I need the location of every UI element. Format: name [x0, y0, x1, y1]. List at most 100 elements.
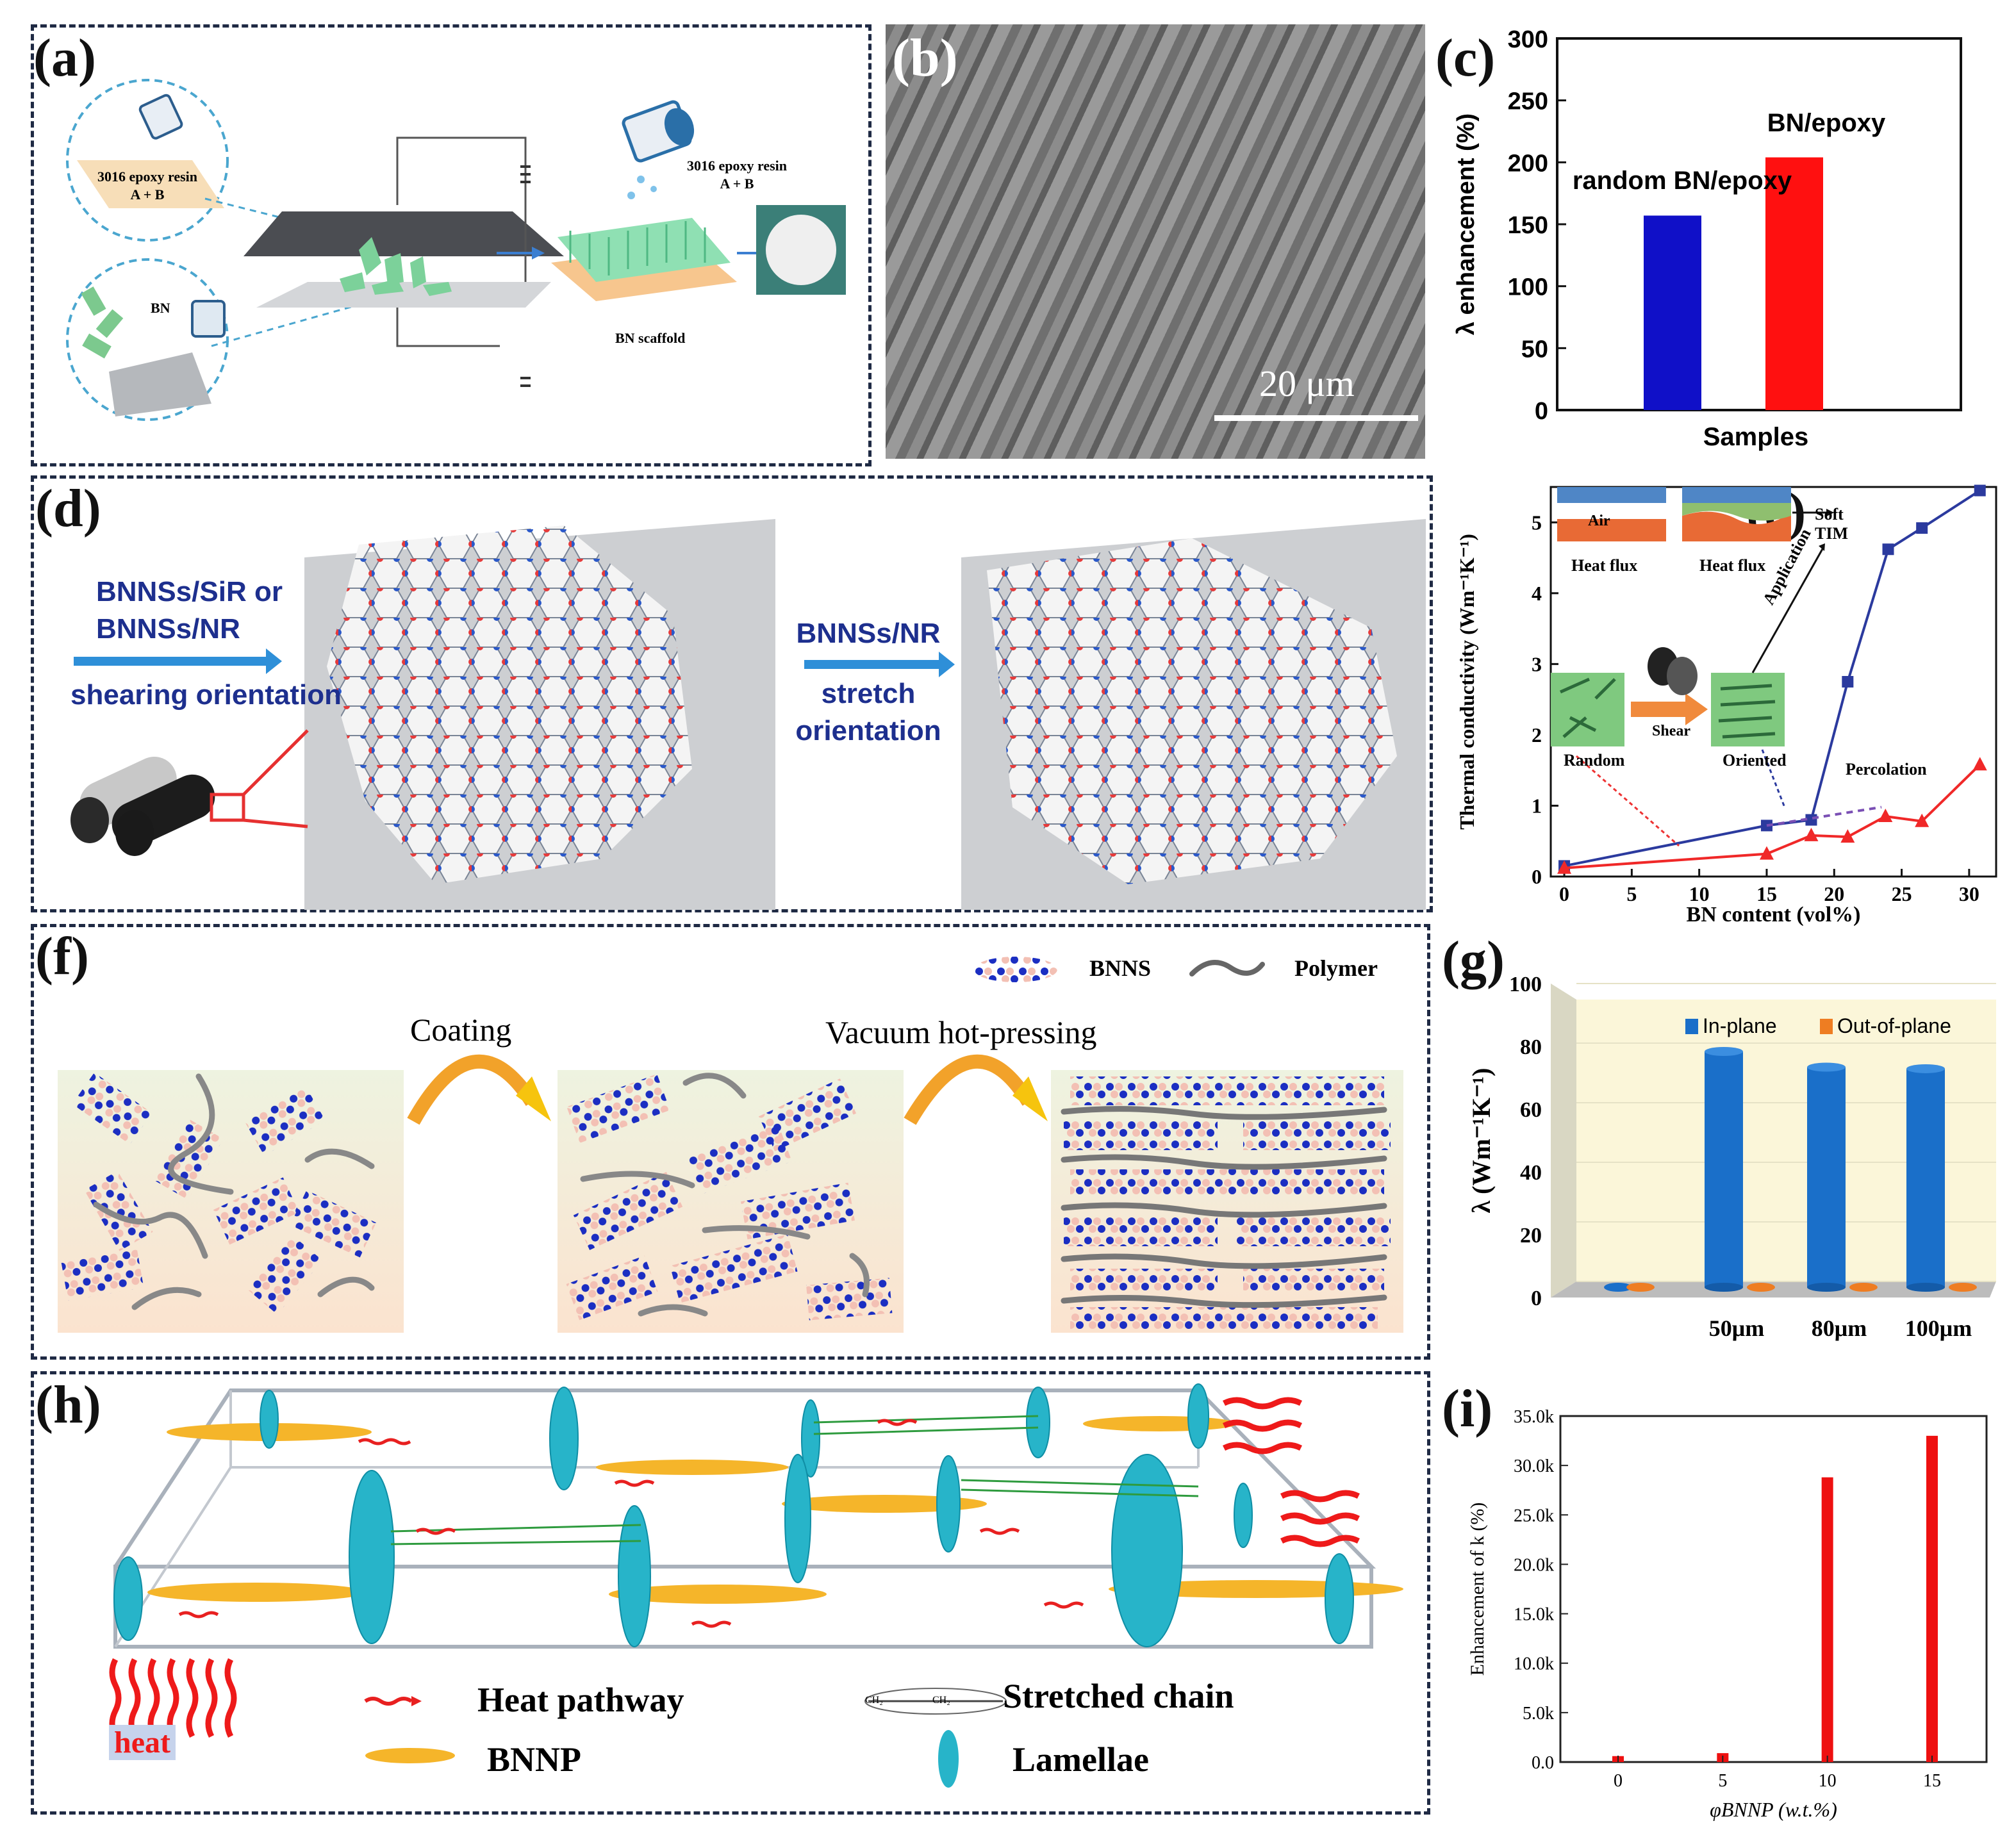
- x-tick-label: 30: [1959, 882, 1979, 905]
- legend-swatch-out-of-plane: [1820, 1019, 1833, 1034]
- bar-2: [1765, 157, 1823, 410]
- step2-line2: stretch: [821, 678, 916, 709]
- y-axis-label: λ enhancement (%): [1453, 113, 1480, 335]
- panel-d-step1-text: BNNSs/SiR or BNNSs/NR: [70, 573, 283, 648]
- panel-b-sem-image: [886, 24, 1425, 459]
- y-axis-label: Thermal conductivity (Wm⁻¹K⁻¹): [1455, 534, 1478, 830]
- panel-e-inset-shear: Shear: [1652, 723, 1690, 739]
- y-tick-label: 0: [1535, 398, 1548, 425]
- x-tick-label: 50μm: [1709, 1315, 1764, 1341]
- y-tick-label: 100: [1509, 973, 1542, 996]
- y-axis-label: λ (Wm⁻¹K⁻¹): [1467, 1068, 1496, 1214]
- x-tick-label: 10: [1689, 882, 1710, 905]
- step2-line1: BNNSs/NR: [796, 618, 941, 649]
- bar-in-plane-base: [1705, 1283, 1743, 1292]
- bar-in-plane-top: [1906, 1064, 1945, 1073]
- y-tick-label: 300: [1508, 26, 1548, 53]
- bar-in-plane: [1705, 1051, 1743, 1287]
- bar-in-plane: [1604, 1283, 1632, 1292]
- resin-label-2-line2: A + B: [720, 176, 754, 192]
- y-tick-label: 35.0k: [1514, 1407, 1554, 1427]
- point-oriented: [1842, 676, 1854, 688]
- y-tick-label: 20: [1520, 1224, 1542, 1248]
- panel-h-frame: [31, 1371, 1430, 1815]
- bar-in-plane: [1807, 1067, 1846, 1287]
- panel-e-inset-heat-flux-2: Heat flux: [1699, 556, 1766, 575]
- y-tick-label: 15.0k: [1514, 1605, 1554, 1625]
- y-tick-label: 60: [1520, 1098, 1542, 1122]
- soft-tim-line2: TIM: [1815, 524, 1848, 543]
- bar-in-plane-base: [1906, 1283, 1945, 1292]
- panel-i-chart: 0.0 5.0k 10.0k 15.0k 20.0k 25.0k 30.0k 35.0k 0 5 1…: [1467, 1407, 1988, 1821]
- x-tick-label: 0: [1614, 1771, 1623, 1791]
- point-random: [1840, 829, 1855, 843]
- y-tick-label: 100: [1508, 274, 1548, 301]
- panel-d-label: (d): [35, 479, 101, 538]
- legend-label-in-plane: In-plane: [1703, 1014, 1777, 1037]
- y-tick-label: 2: [1532, 723, 1542, 746]
- panel-g-label: (g): [1442, 930, 1505, 990]
- y-tick-label: 25.0k: [1514, 1506, 1554, 1526]
- panel-e-inset-oriented: Oriented: [1723, 751, 1787, 770]
- y-axis-label: Enhancement of k (%): [1467, 1503, 1488, 1676]
- panel-h-schematic: [109, 1383, 1403, 1788]
- bar-in-plane-base: [1807, 1283, 1846, 1292]
- point-random: [1972, 757, 1987, 771]
- panel-h-heat-label: heat: [109, 1725, 176, 1760]
- legend-label-out-of-plane: Out-of-plane: [1837, 1014, 1951, 1037]
- bar-out-of-plane: [1747, 1283, 1775, 1292]
- panel-a-resin-label-2: 3016 epoxy resin A + B: [666, 157, 807, 193]
- bar: [1926, 1435, 1938, 1762]
- panel-d-step2-text: BNNSs/NR stretch orientation: [795, 615, 942, 750]
- panel-e-inset-random: Random: [1564, 751, 1625, 770]
- panel-a-frame: [31, 24, 872, 466]
- step2-line3: orientation: [795, 715, 941, 746]
- x-axis-label: Samples: [1703, 423, 1809, 451]
- panel-h-label: (h): [35, 1375, 101, 1435]
- panel-e-inset-heat-flux-1: Heat flux: [1571, 556, 1638, 575]
- y-tick-label: 50: [1521, 336, 1548, 363]
- soft-tim-line1: Soft: [1815, 505, 1844, 523]
- y-tick-label: 20.0k: [1514, 1555, 1554, 1575]
- x-tick-label: 5: [1718, 1771, 1727, 1791]
- plot-frame: [1559, 1415, 1988, 1763]
- x-axis-label: φBNNP (w.t.%): [1710, 1798, 1837, 1821]
- resin-label-1-line2: A + B: [130, 186, 165, 202]
- panel-d-step1-line3: shearing orientation: [70, 679, 342, 711]
- point-random: [1759, 846, 1774, 860]
- panel-h-legend-stretched-chain: Stretched chain: [1003, 1677, 1234, 1715]
- plot-frame: [1556, 37, 1962, 411]
- panel-d-frame: [31, 475, 1433, 912]
- panel-h-legend-ch2-left: CH₂: [865, 1695, 883, 1706]
- panel-e-inset: [1551, 487, 1834, 847]
- y-tick-label: 5: [1532, 511, 1542, 534]
- y-tick-label: 4: [1532, 582, 1542, 605]
- x-tick-label: 100μm: [1905, 1315, 1972, 1341]
- floor: [1551, 1281, 1996, 1297]
- legend-swatch-in-plane: [1685, 1019, 1698, 1034]
- side-wall: [1551, 984, 1576, 1297]
- panel-c-label: (c): [1435, 28, 1496, 88]
- y-tick-label: 0.0: [1532, 1753, 1554, 1773]
- panel-b-scale-label: 20 μm: [1259, 363, 1355, 404]
- y-tick-label: 150: [1508, 212, 1548, 239]
- x-axis-label: BN content (vol%): [1687, 903, 1861, 927]
- panel-g-chart: 0 20 40 60 80 100 50μm 80μm 100μm In-plane Out-of-…: [1467, 973, 1996, 1341]
- percolation-guide: [1766, 805, 1882, 827]
- panel-a-label: (a): [33, 28, 96, 88]
- panel-a-scaffold-label: BN scaffold: [615, 330, 686, 346]
- panel-d-schematic: [70, 519, 1426, 910]
- y-tick-label: 10.0k: [1514, 1654, 1554, 1674]
- panel-a-bn-label: BN: [151, 300, 170, 316]
- y-tick-label: 200: [1508, 150, 1548, 177]
- bar-1: [1644, 215, 1701, 410]
- x-tick-label: 20: [1824, 882, 1844, 905]
- panel-f-legend-polymer: Polymer: [1294, 955, 1378, 981]
- point-oriented: [1882, 543, 1894, 556]
- step1-line1: BNNSs/SiR or: [96, 576, 283, 607]
- panel-e-inset-percolation: Percolation: [1846, 760, 1927, 778]
- resin-label-1-line1: 3016 epoxy resin: [97, 169, 198, 185]
- bar-in-plane-top: [1807, 1062, 1846, 1072]
- panel-h-legend-ch2-right: CH₂: [932, 1695, 950, 1706]
- point-random: [1557, 860, 1572, 874]
